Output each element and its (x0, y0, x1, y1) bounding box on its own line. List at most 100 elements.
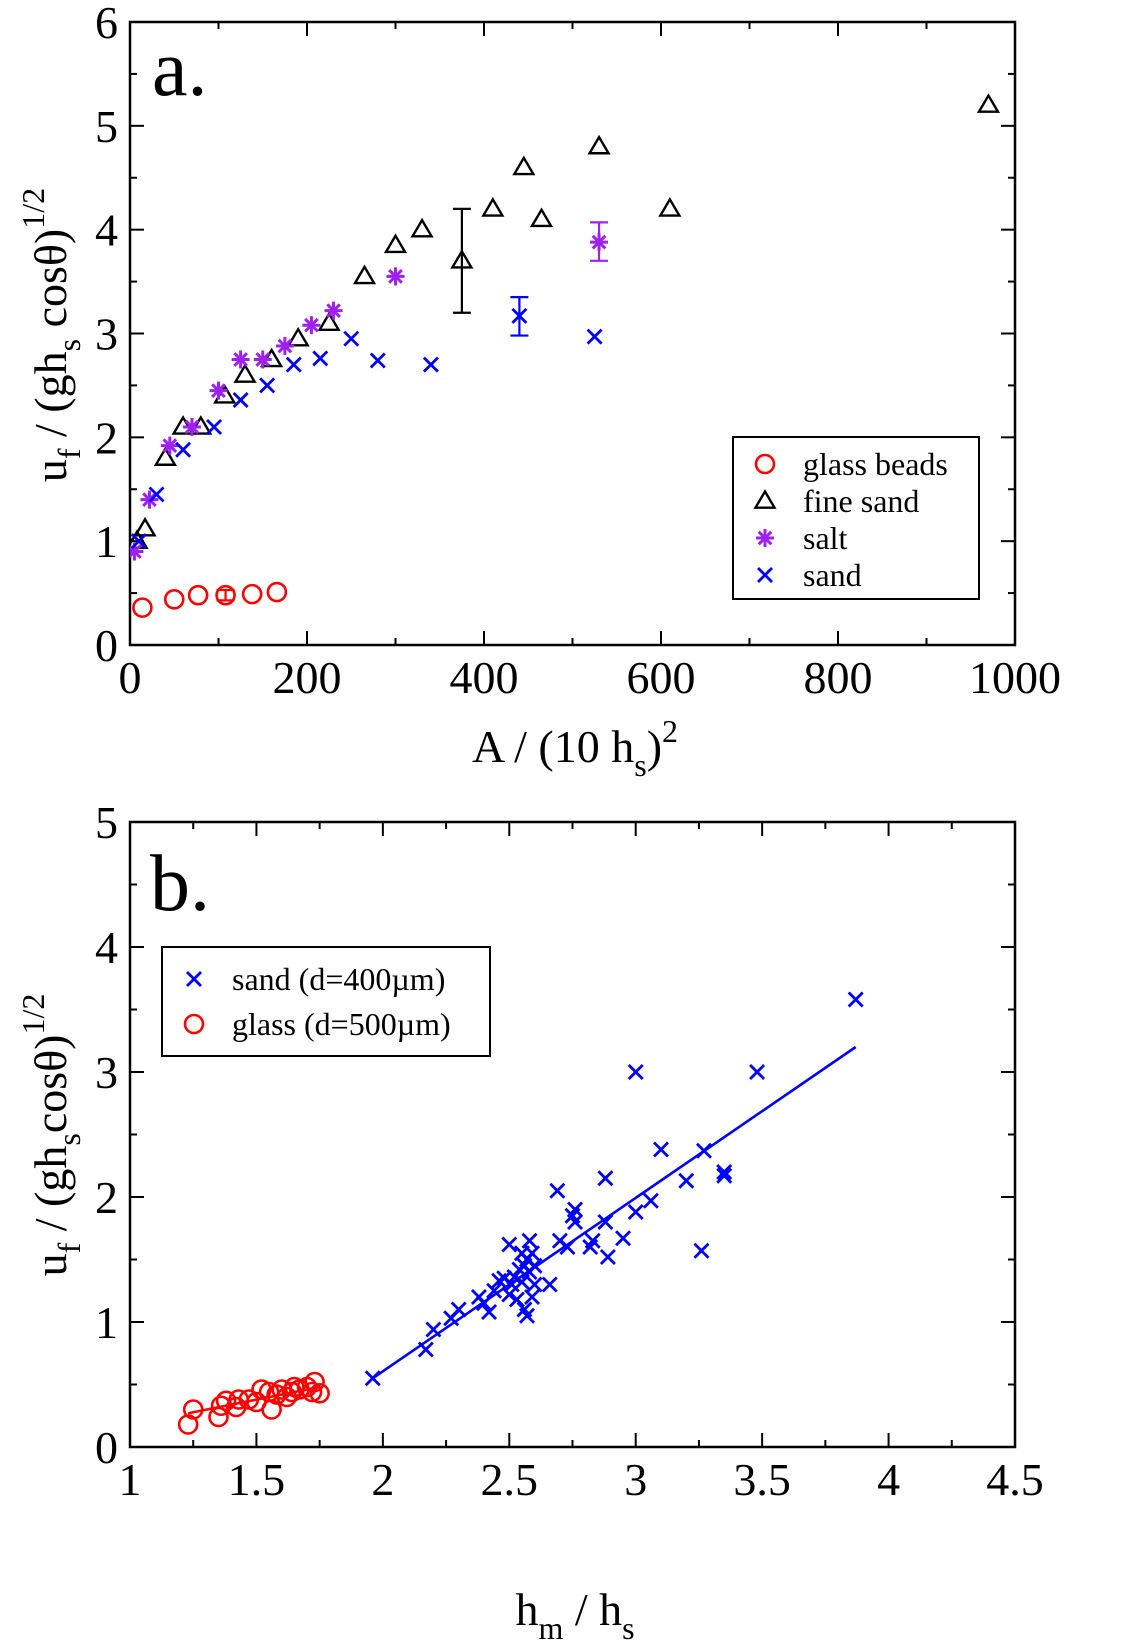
data-point (587, 134, 611, 155)
data-point (233, 363, 257, 383)
data-point (187, 584, 209, 606)
data-point (658, 197, 682, 217)
x-tick-label: 600 (627, 652, 696, 703)
data-point (386, 267, 405, 286)
data-point (627, 1204, 644, 1220)
data-point (513, 1274, 530, 1290)
legend-box (161, 946, 491, 1057)
legend-marker (753, 489, 777, 509)
data-point (182, 1399, 204, 1420)
data-point (301, 1381, 323, 1403)
y-tick-label: 3 (95, 1047, 118, 1098)
data-point (417, 1341, 434, 1358)
data-point (501, 1286, 518, 1303)
series-salt (130, 221, 609, 561)
data-point (309, 1382, 330, 1404)
data-point (716, 1164, 733, 1180)
series-sand (364, 991, 864, 1387)
data-point (524, 1289, 541, 1305)
x-tick-label: 200 (273, 652, 342, 703)
legend-label: sand (803, 557, 862, 593)
x-tick-label: 2.5 (481, 1454, 539, 1505)
data-point (317, 311, 341, 331)
plot-frame (128, 820, 1017, 1449)
data-point (304, 1371, 325, 1393)
data-point (615, 1230, 632, 1247)
legend-item: glass beads (754, 446, 948, 482)
legend-marker (757, 567, 773, 583)
data-point (501, 1236, 518, 1253)
panel-label: a. (152, 25, 208, 113)
data-point (518, 1307, 535, 1324)
data-point (549, 1182, 566, 1199)
data-point (716, 1167, 733, 1184)
data-point (352, 264, 377, 285)
x-tick-label: 1 (119, 1454, 142, 1505)
data-point (210, 1395, 232, 1417)
data-point (275, 336, 294, 355)
legend-marker (183, 1013, 205, 1035)
series-glass (132, 581, 288, 618)
data-point (653, 1141, 669, 1158)
data-point (383, 233, 408, 254)
y-tick-label: 6 (95, 0, 118, 48)
data-point (422, 356, 439, 373)
data-point (511, 307, 528, 324)
legend-label: glass (d=500µm) (232, 1006, 451, 1042)
data-point (450, 248, 474, 269)
data-point (215, 584, 236, 606)
data-point (160, 436, 179, 455)
data-point (312, 350, 329, 367)
legend-label: salt (803, 520, 848, 556)
fit-line (372, 1045, 857, 1380)
data-point (526, 1257, 543, 1274)
y-tick-label: 2 (95, 412, 118, 463)
data-point (285, 356, 302, 373)
data-point (130, 533, 147, 550)
legend-item: salt (756, 520, 848, 556)
legend-item: fine sand (753, 483, 919, 519)
y-tick-label: 0 (95, 620, 118, 671)
data-point (163, 589, 185, 610)
y-axis-label: uf / (ghscosθ)1/2 (15, 994, 87, 1277)
y-tick-label: 3 (95, 309, 118, 360)
data-point (450, 1301, 467, 1318)
y-tick-label: 1 (95, 1297, 118, 1348)
data-point (481, 1304, 498, 1320)
data-point (208, 1406, 229, 1428)
data-point (343, 330, 360, 347)
data-point (410, 217, 434, 238)
panel-label: b. (150, 840, 210, 928)
data-point (693, 1242, 710, 1259)
legend-label: sand (d=400µm) (232, 961, 445, 997)
x-axis-label: hm / hs (515, 1584, 634, 1646)
x-tick-label: 3 (624, 1454, 647, 1505)
y-tick-label: 5 (95, 797, 118, 848)
data-point (266, 581, 288, 603)
legend-item: sand (757, 557, 862, 593)
data-point (749, 1064, 766, 1080)
x-tick-label: 1000 (969, 652, 1061, 703)
data-point (642, 1192, 659, 1209)
data-point (508, 1291, 525, 1308)
legend-marker (186, 971, 202, 987)
y-tick-label: 1 (95, 516, 118, 567)
data-point (231, 350, 250, 369)
data-layer (177, 991, 864, 1435)
x-tick-label: 2 (371, 1454, 394, 1505)
legend-marker (756, 529, 774, 547)
x-tick-label: 800 (804, 652, 873, 703)
data-point (215, 1390, 237, 1412)
data-point (209, 381, 228, 400)
data-point (847, 991, 864, 1008)
x-tick-label: 4.5 (986, 1454, 1044, 1505)
legend-label: fine sand (803, 483, 919, 519)
data-point (369, 352, 386, 369)
series-sand (130, 296, 603, 550)
data-point (526, 1276, 543, 1293)
x-tick-label: 4 (877, 1454, 900, 1505)
x-tick-label: 3.5 (733, 1454, 791, 1505)
x-axis-label: A / (10 hs)2 (472, 713, 678, 783)
